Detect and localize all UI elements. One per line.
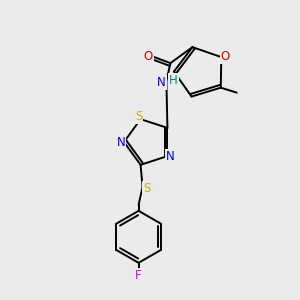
Text: O: O <box>144 50 153 63</box>
Text: N: N <box>117 136 125 148</box>
Text: O: O <box>221 50 230 63</box>
Text: N: N <box>157 76 166 88</box>
Text: H: H <box>169 74 178 87</box>
Text: N: N <box>166 150 175 163</box>
Text: S: S <box>135 110 142 123</box>
Text: F: F <box>135 269 142 282</box>
Text: S: S <box>143 182 150 195</box>
